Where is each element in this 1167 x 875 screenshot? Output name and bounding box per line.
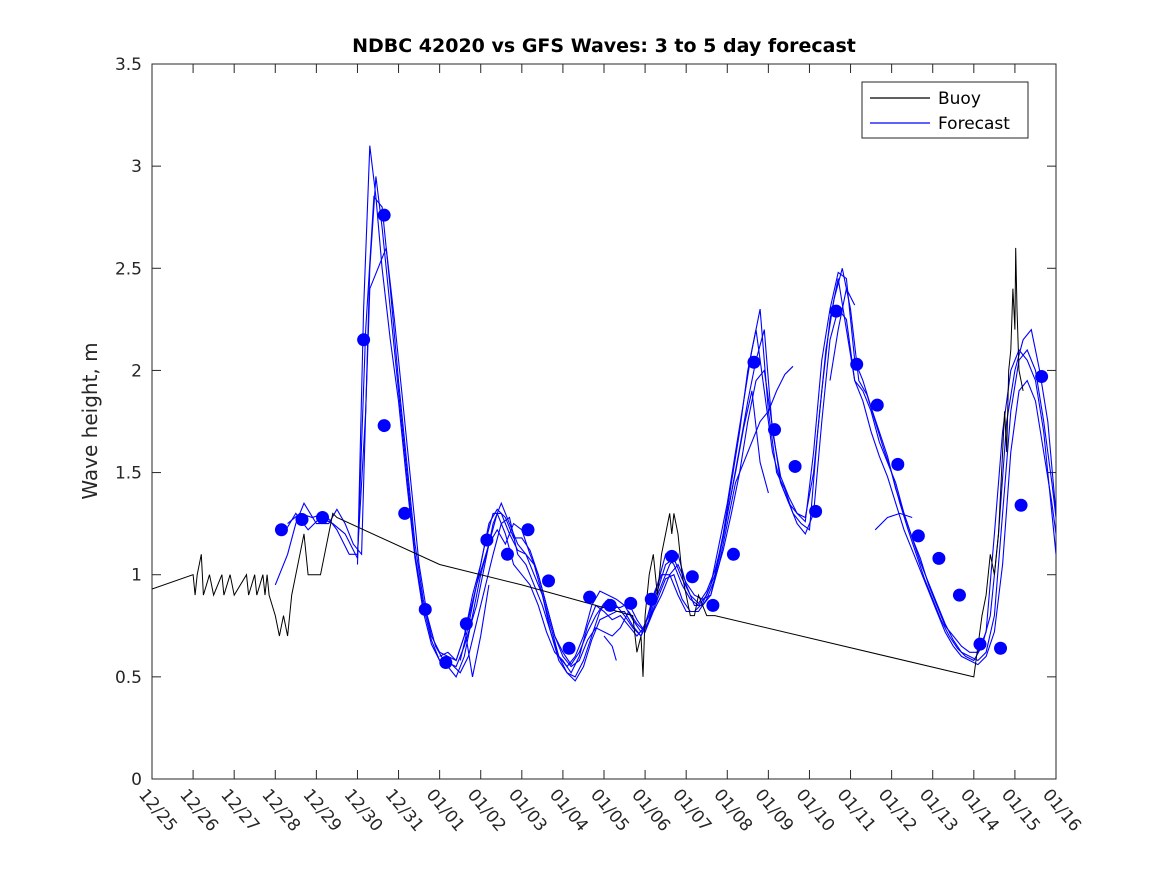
y-tick-label: 0 [131, 770, 142, 790]
forecast-marker [665, 549, 679, 563]
y-axis-label: Wave height, m [78, 342, 102, 499]
y-tick-label: 3 [131, 157, 142, 177]
forecast-marker [480, 533, 494, 547]
buoy-line [152, 247, 1024, 678]
x-tick-label: 01/14 [956, 785, 1003, 835]
x-tick-label: 01/15 [997, 785, 1044, 835]
forecast-marker [316, 511, 330, 525]
x-tick-label: 12/25 [134, 785, 181, 835]
x-tick-label: 01/11 [833, 785, 880, 835]
forecast-marker [603, 598, 617, 612]
x-tick-label: 01/02 [463, 785, 510, 835]
forecast-marker [439, 656, 453, 670]
forecast-marker [624, 596, 638, 610]
forecast-marker [788, 459, 802, 473]
forecast-marker [994, 641, 1008, 655]
forecast-line [874, 512, 913, 531]
plot-area: 0 0.5 1 1.5 2 2.5 3 3.5 12/2512/2612/2712/2812/2… [115, 55, 1085, 836]
forecast-marker [583, 590, 597, 604]
forecast-marker [644, 592, 658, 606]
forecast-marker [542, 574, 556, 588]
forecast-line [459, 271, 1056, 678]
forecast-marker [398, 506, 412, 520]
x-tick-label: 01/04 [545, 785, 592, 835]
forecast-marker [726, 547, 740, 561]
forecast-marker [911, 529, 925, 543]
forecast-marker [377, 419, 391, 433]
x-tick-label: 01/01 [422, 785, 469, 835]
y-tick-label: 0.5 [115, 668, 142, 688]
forecast-marker [850, 357, 864, 371]
forecast-marker [829, 304, 843, 318]
x-tick-label: 12/28 [257, 785, 304, 835]
forecast-line [439, 390, 769, 668]
forecast-marker [952, 588, 966, 602]
legend-box [861, 81, 1029, 139]
forecast-marker [685, 570, 699, 584]
forecast-marker [521, 523, 535, 537]
x-tick-label: 01/12 [874, 785, 921, 835]
forecast-marker [747, 355, 761, 369]
x-tick-label: 12/29 [299, 785, 346, 835]
x-tick-label: 01/10 [792, 785, 839, 835]
y-tick-label: 1 [131, 566, 142, 586]
series-layer [152, 145, 1056, 682]
axes-box [151, 63, 1057, 780]
forecast-line [463, 584, 490, 678]
forecast-marker [768, 423, 782, 437]
x-tick-label: 01/03 [504, 785, 551, 835]
forecast-marker [357, 333, 371, 347]
forecast-marker [459, 617, 473, 631]
forecast-line [287, 247, 1056, 682]
x-tick-label: 01/08 [709, 785, 756, 835]
x-tick-label: 01/06 [627, 785, 674, 835]
legend: Buoy Forecast [861, 81, 1029, 139]
y-tick-label: 1.5 [115, 464, 142, 484]
forecast-line [283, 195, 1056, 674]
forecast-marker [274, 523, 288, 537]
x-tick-label: 12/26 [175, 785, 222, 835]
x-tick-label: 01/05 [586, 785, 633, 835]
x-tick-label: 12/30 [340, 785, 387, 835]
legend-label: Buoy [938, 89, 981, 109]
forecast-marker [809, 504, 823, 518]
x-tick-label: 01/09 [751, 785, 798, 835]
x-tick-label: 01/07 [668, 785, 715, 835]
forecast-marker [870, 398, 884, 412]
forecast-marker [295, 513, 309, 527]
forecast-marker [706, 598, 720, 612]
forecast-marker [377, 208, 391, 222]
forecast-marker [418, 602, 432, 616]
chart-title: NDBC 42020 vs GFS Waves: 3 to 5 day fore… [352, 35, 856, 57]
y-tick-label: 3.5 [115, 55, 142, 75]
forecast-marker [562, 641, 576, 655]
x-tick-label: 01/16 [1038, 785, 1085, 835]
forecast-marker [932, 551, 946, 565]
forecast-marker [1035, 370, 1049, 384]
y-tick-label: 2 [131, 361, 142, 381]
x-tick-label: 12/31 [381, 785, 428, 835]
x-tick-label: 01/13 [915, 785, 962, 835]
forecast-marker [973, 637, 987, 651]
x-tick-label: 12/27 [216, 785, 263, 835]
y-tick-label: 2.5 [115, 259, 142, 279]
forecast-line [603, 635, 617, 661]
forecast-marker [891, 457, 905, 471]
forecast-marker [500, 547, 514, 561]
legend-label: Forecast [938, 114, 1010, 134]
forecast-marker [1014, 498, 1028, 512]
